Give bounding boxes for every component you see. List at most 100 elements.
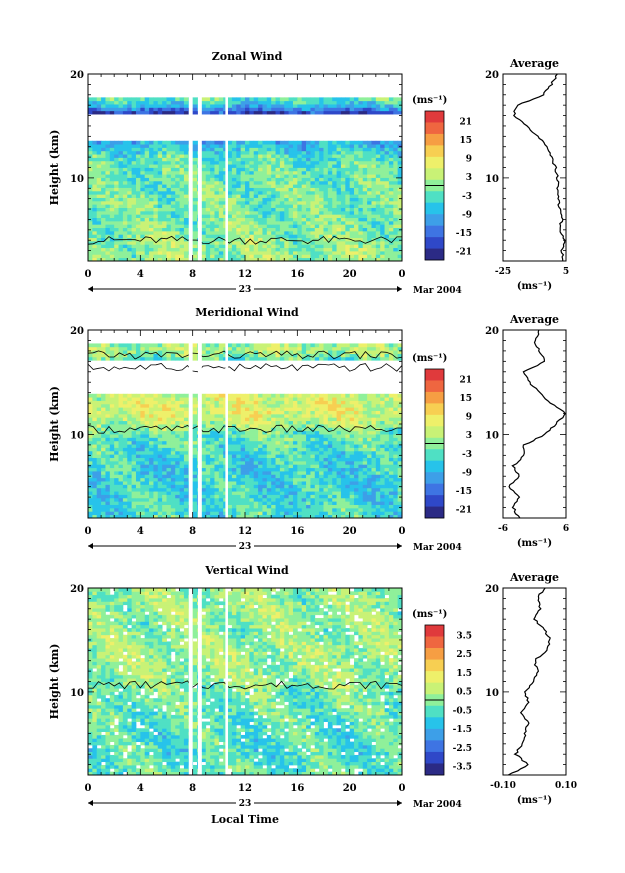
heatmap-cell: [336, 491, 342, 495]
heatmap-cell: [218, 140, 224, 145]
heatmap-cell: [105, 200, 111, 205]
heatmap-cell: [397, 177, 402, 182]
heatmap-cell: [231, 494, 237, 499]
heatmap-cell: [292, 464, 298, 469]
heatmap-cell: [388, 154, 394, 158]
heatmap-cell: [153, 250, 159, 255]
heatmap-cell: [157, 440, 163, 445]
heatmap-cell: [105, 254, 111, 259]
heatmap-cell: [340, 144, 346, 148]
heatmap-cell: [135, 177, 141, 182]
heatmap-cell: [375, 227, 381, 232]
heatmap-cell: [144, 154, 150, 158]
heatmap-cell: [140, 254, 146, 259]
heatmap-cell: [336, 494, 342, 499]
heatmap-cell: [349, 497, 355, 502]
colorbar-swatch: [425, 156, 444, 169]
heatmap-cell: [131, 140, 137, 145]
heatmap-cell: [393, 157, 399, 162]
heatmap-cell: [371, 164, 377, 168]
heatmap-cell: [218, 507, 224, 512]
heatmap-cell: [153, 207, 159, 212]
heatmap-cell: [292, 230, 298, 235]
heatmap-cell: [380, 204, 385, 208]
heatmap-cell: [384, 471, 390, 475]
heatmap-cell: [323, 481, 329, 485]
heatmap-cell: [279, 440, 285, 445]
heatmap-cell: [240, 454, 246, 458]
heatmap-cell: [170, 494, 176, 499]
heatmap-cell: [258, 224, 263, 229]
heatmap-cell: [371, 507, 377, 512]
heatmap-cell: [271, 157, 276, 162]
heatmap-cell: [249, 157, 255, 162]
heatmap-cell: [166, 104, 172, 108]
heatmap-cell: [227, 154, 233, 158]
heatmap-cell: [284, 450, 290, 455]
heatmap-cell: [327, 477, 333, 482]
heatmap-cell: [179, 100, 185, 105]
heatmap-cell: [236, 207, 242, 212]
heatmap-cell: [227, 450, 233, 455]
heatmap-cell: [375, 214, 381, 218]
heatmap-cell: [175, 204, 180, 208]
heatmap-cell: [227, 157, 233, 162]
heatmap-cell: [262, 197, 268, 202]
heatmap-cell: [149, 194, 154, 198]
heatmap-cell: [135, 230, 141, 235]
heatmap-cell: [214, 97, 220, 102]
heatmap-cell: [340, 491, 346, 495]
heatmap-cell: [323, 257, 329, 261]
heatmap-cell: [162, 494, 167, 499]
heatmap-cell: [319, 174, 324, 178]
heatmap-cell: [149, 224, 154, 229]
heatmap-cell: [153, 110, 159, 115]
heatmap-cell: [140, 194, 146, 198]
heatmap-cell: [367, 494, 372, 499]
heatmap-cell: [266, 164, 272, 168]
heatmap-cell: [306, 214, 311, 218]
heatmap-cell: [88, 254, 93, 259]
heatmap-cell: [258, 97, 263, 102]
heatmap-cell: [292, 491, 298, 495]
heatmap-cell: [323, 501, 329, 505]
panel-title: Zonal Wind: [212, 50, 283, 63]
heatmap-cell: [127, 440, 133, 445]
heatmap-cell: [380, 504, 385, 509]
heatmap-cell: [114, 254, 119, 259]
heatmap-cell: [175, 457, 180, 462]
heatmap-cell: [240, 157, 246, 162]
heatmap-cell: [306, 494, 311, 499]
heatmap-cell: [297, 247, 303, 252]
heatmap-cell: [358, 170, 364, 175]
heatmap-cell: [135, 207, 141, 212]
heatmap-cell: [319, 190, 324, 195]
heatmap-cell: [144, 204, 150, 208]
heatmap-cell: [96, 501, 102, 505]
heatmap-cell: [288, 481, 294, 485]
heatmap-cell: [306, 180, 311, 185]
heatmap-cell: [236, 170, 242, 175]
heatmap-cell: [323, 170, 329, 175]
heatmap-cell: [332, 234, 337, 239]
heatmap-cell: [192, 471, 198, 475]
heatmap-cell: [349, 471, 355, 475]
heatmap-cell: [249, 460, 255, 465]
heatmap-cell: [236, 464, 242, 469]
heatmap-cell: [122, 511, 128, 516]
heatmap-cell: [105, 460, 111, 465]
heatmap-cell: [210, 207, 215, 212]
heatmap-cell: [314, 227, 320, 232]
heatmap-cell: [157, 217, 163, 222]
heatmap-cell: [149, 487, 154, 492]
heatmap-cell: [388, 501, 394, 505]
heatmap-cell: [388, 217, 394, 222]
heatmap-cell: [114, 140, 119, 145]
heatmap-cell: [214, 194, 220, 198]
heatmap-cell: [310, 481, 316, 485]
heatmap-cell: [314, 104, 320, 108]
heatmap-cell: [153, 511, 159, 516]
heatmap-cell: [301, 494, 307, 499]
heatmap-cell: [175, 194, 180, 198]
heatmap-cell: [371, 464, 377, 469]
